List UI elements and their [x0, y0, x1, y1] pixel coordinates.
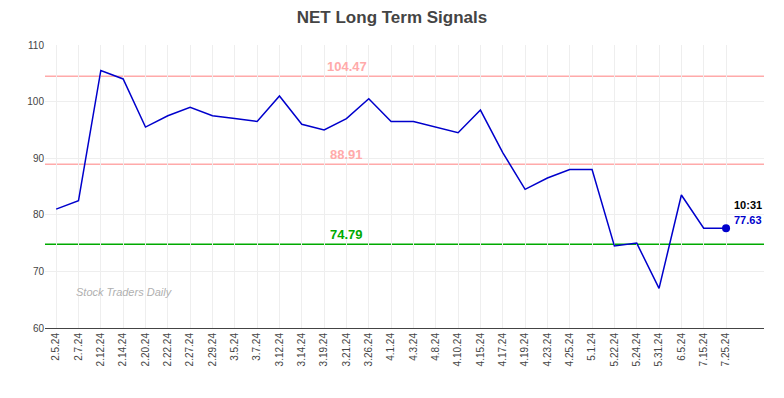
svg-text:2.20.24: 2.20.24: [140, 333, 151, 367]
svg-text:4.8.24: 4.8.24: [430, 333, 441, 361]
svg-text:74.79: 74.79: [330, 227, 363, 242]
svg-text:5.1.24: 5.1.24: [586, 333, 597, 361]
svg-text:2.12.24: 2.12.24: [95, 333, 106, 367]
svg-text:2.27.24: 2.27.24: [184, 333, 195, 367]
svg-text:4.15.24: 4.15.24: [475, 333, 486, 367]
svg-text:110: 110: [28, 40, 44, 51]
svg-text:2.5.24: 2.5.24: [50, 333, 61, 361]
svg-text:2.22.24: 2.22.24: [162, 333, 173, 367]
svg-text:5.31.24: 5.31.24: [653, 333, 664, 367]
svg-text:7.25.24: 7.25.24: [720, 333, 731, 367]
svg-text:3.7.24: 3.7.24: [251, 333, 262, 361]
svg-text:2.14.24: 2.14.24: [117, 333, 128, 367]
svg-text:4.19.24: 4.19.24: [519, 333, 530, 367]
svg-text:4.1.24: 4.1.24: [385, 333, 396, 361]
svg-text:3.26.24: 3.26.24: [363, 333, 374, 367]
svg-text:5.22.24: 5.22.24: [609, 333, 620, 367]
svg-text:4.3.24: 4.3.24: [408, 333, 419, 361]
svg-text:80: 80: [33, 209, 45, 220]
svg-text:90: 90: [33, 153, 45, 164]
svg-text:4.23.24: 4.23.24: [542, 333, 553, 367]
svg-text:4.17.24: 4.17.24: [497, 333, 508, 367]
svg-text:3.12.24: 3.12.24: [274, 333, 285, 367]
svg-text:10:31: 10:31: [734, 199, 762, 211]
svg-text:2.7.24: 2.7.24: [73, 333, 84, 361]
svg-text:77.63: 77.63: [734, 214, 762, 226]
svg-text:7.15.24: 7.15.24: [698, 333, 709, 367]
svg-text:60: 60: [33, 323, 45, 334]
svg-text:3.21.24: 3.21.24: [341, 333, 352, 367]
svg-text:104.47: 104.47: [327, 59, 367, 74]
svg-text:5.24.24: 5.24.24: [631, 333, 642, 367]
svg-text:4.25.24: 4.25.24: [564, 333, 575, 367]
svg-text:70: 70: [33, 266, 45, 277]
svg-text:3.19.24: 3.19.24: [318, 333, 329, 367]
svg-text:3.5.24: 3.5.24: [229, 333, 240, 361]
svg-text:3.14.24: 3.14.24: [296, 333, 307, 367]
svg-text:6.5.24: 6.5.24: [676, 333, 687, 361]
svg-text:2.29.24: 2.29.24: [207, 333, 218, 367]
svg-text:88.91: 88.91: [330, 147, 363, 162]
svg-text:4.10.24: 4.10.24: [452, 333, 463, 367]
svg-text:NET Long Term Signals: NET Long Term Signals: [297, 8, 487, 27]
svg-text:100: 100: [27, 96, 44, 107]
svg-text:Stock Traders Daily: Stock Traders Daily: [76, 286, 173, 298]
